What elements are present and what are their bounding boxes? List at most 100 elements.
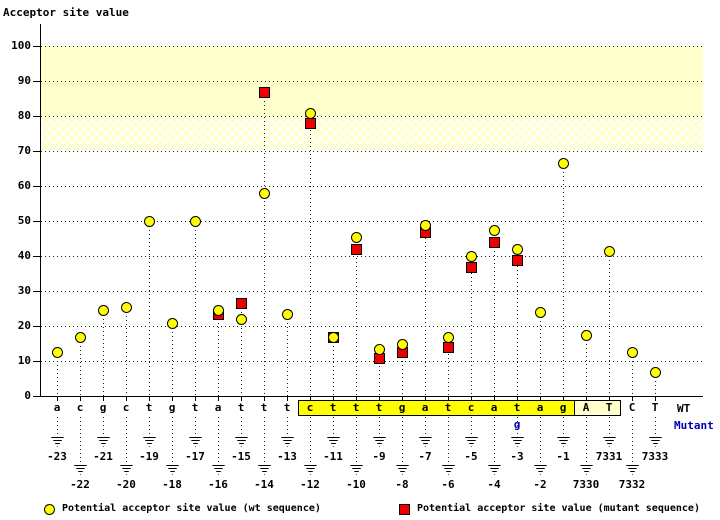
x-axis-tick — [126, 397, 127, 401]
position-label: -14 — [254, 478, 274, 491]
y-gridline — [41, 81, 703, 82]
x-axis-tick — [655, 397, 656, 401]
y-tick-label: 80 — [17, 109, 31, 122]
position-label: -6 — [441, 478, 455, 491]
position-pointer-icon — [580, 465, 593, 475]
x-axis-tick — [609, 397, 610, 401]
x-axis-tick — [356, 397, 357, 401]
position-label: -2 — [533, 478, 547, 491]
sequence-base: g — [168, 401, 176, 414]
y-gridline — [41, 326, 703, 327]
position-stem — [333, 417, 334, 437]
point-stem — [218, 315, 219, 396]
wt-marker — [397, 338, 408, 350]
wt-marker-icon — [44, 503, 55, 515]
point-stem — [540, 317, 541, 396]
position-stem — [126, 417, 127, 465]
position-label: -1 — [556, 450, 570, 463]
wt-marker — [328, 331, 339, 343]
y-gridline — [41, 291, 703, 292]
x-axis-tick — [195, 397, 196, 401]
point-stem — [494, 234, 495, 396]
y-tick-label: 50 — [17, 214, 31, 227]
position-label: -5 — [464, 450, 478, 463]
x-axis-tick — [287, 397, 288, 401]
sequence-base: a — [53, 401, 61, 414]
point-stem — [287, 318, 288, 396]
sequence-base: c — [306, 401, 314, 414]
position-pointer-icon — [120, 465, 133, 475]
y-tick-label: 60 — [17, 179, 31, 192]
sequence-base: a — [214, 401, 222, 414]
y-axis-tick — [33, 291, 40, 292]
y-axis-line — [40, 24, 41, 396]
position-stem — [80, 417, 81, 465]
sequence-base: t — [352, 401, 360, 414]
position-label: -21 — [93, 450, 113, 463]
position-stem — [195, 417, 196, 437]
position-label: 7333 — [641, 450, 669, 463]
wt-marker — [305, 107, 316, 119]
position-pointer-icon — [442, 465, 455, 475]
position-label: -12 — [300, 478, 320, 491]
point-stem — [195, 226, 196, 396]
position-label: -19 — [139, 450, 159, 463]
y-tick-label: 90 — [17, 74, 31, 87]
y-axis-tick — [33, 116, 40, 117]
position-stem — [540, 417, 541, 465]
y-axis-tick — [33, 46, 40, 47]
wt-marker — [604, 245, 615, 257]
x-axis-tick — [425, 397, 426, 401]
y-tick-label: 40 — [17, 249, 31, 262]
point-stem — [126, 311, 127, 396]
position-stem — [586, 417, 587, 465]
x-axis-tick — [103, 397, 104, 401]
wt-marker — [650, 366, 661, 378]
position-pointer-icon — [557, 437, 570, 447]
x-axis-tick — [264, 397, 265, 401]
point-stem — [57, 357, 58, 396]
sequence-base: C — [628, 401, 636, 414]
sequence-base: a — [490, 401, 498, 414]
x-axis-tick — [563, 397, 564, 401]
position-stem — [310, 417, 311, 465]
position-pointer-icon — [373, 437, 386, 447]
sequence-base: a — [421, 401, 429, 414]
position-label: -15 — [231, 450, 251, 463]
sequence-base: A — [582, 401, 590, 414]
position-label: -3 — [510, 450, 524, 463]
position-pointer-icon — [235, 437, 248, 447]
position-stem — [563, 417, 564, 437]
sequence-base: t — [513, 401, 521, 414]
position-stem — [218, 417, 219, 465]
sequence-base: g — [398, 401, 406, 414]
position-label: -4 — [487, 478, 501, 491]
x-axis-tick — [172, 397, 173, 401]
x-axis-tick — [57, 397, 58, 401]
mutant-base: g — [513, 418, 521, 431]
legend-wt: Potential acceptor site value (wt sequen… — [44, 503, 321, 515]
point-stem — [264, 96, 265, 396]
position-label: -7 — [418, 450, 432, 463]
position-pointer-icon — [626, 465, 639, 475]
position-pointer-icon — [396, 465, 409, 475]
sequence-highlight-box — [574, 400, 621, 416]
position-pointer-icon — [143, 437, 156, 447]
wt-marker — [213, 305, 224, 317]
position-stem — [609, 417, 610, 437]
legend-mutant: Potential acceptor site value (mutant se… — [399, 503, 700, 515]
position-pointer-icon — [511, 437, 524, 447]
sequence-base: t — [237, 401, 245, 414]
position-stem — [172, 417, 173, 465]
position-label: -17 — [185, 450, 205, 463]
position-label: -11 — [323, 450, 343, 463]
x-axis-tick — [80, 397, 81, 401]
wt-marker — [190, 216, 201, 227]
position-pointer-icon — [166, 465, 179, 475]
wt-marker — [98, 305, 109, 317]
position-stem — [57, 417, 58, 437]
y-axis-tick — [33, 221, 40, 222]
mutant-marker — [259, 86, 270, 98]
x-axis-tick — [494, 397, 495, 401]
